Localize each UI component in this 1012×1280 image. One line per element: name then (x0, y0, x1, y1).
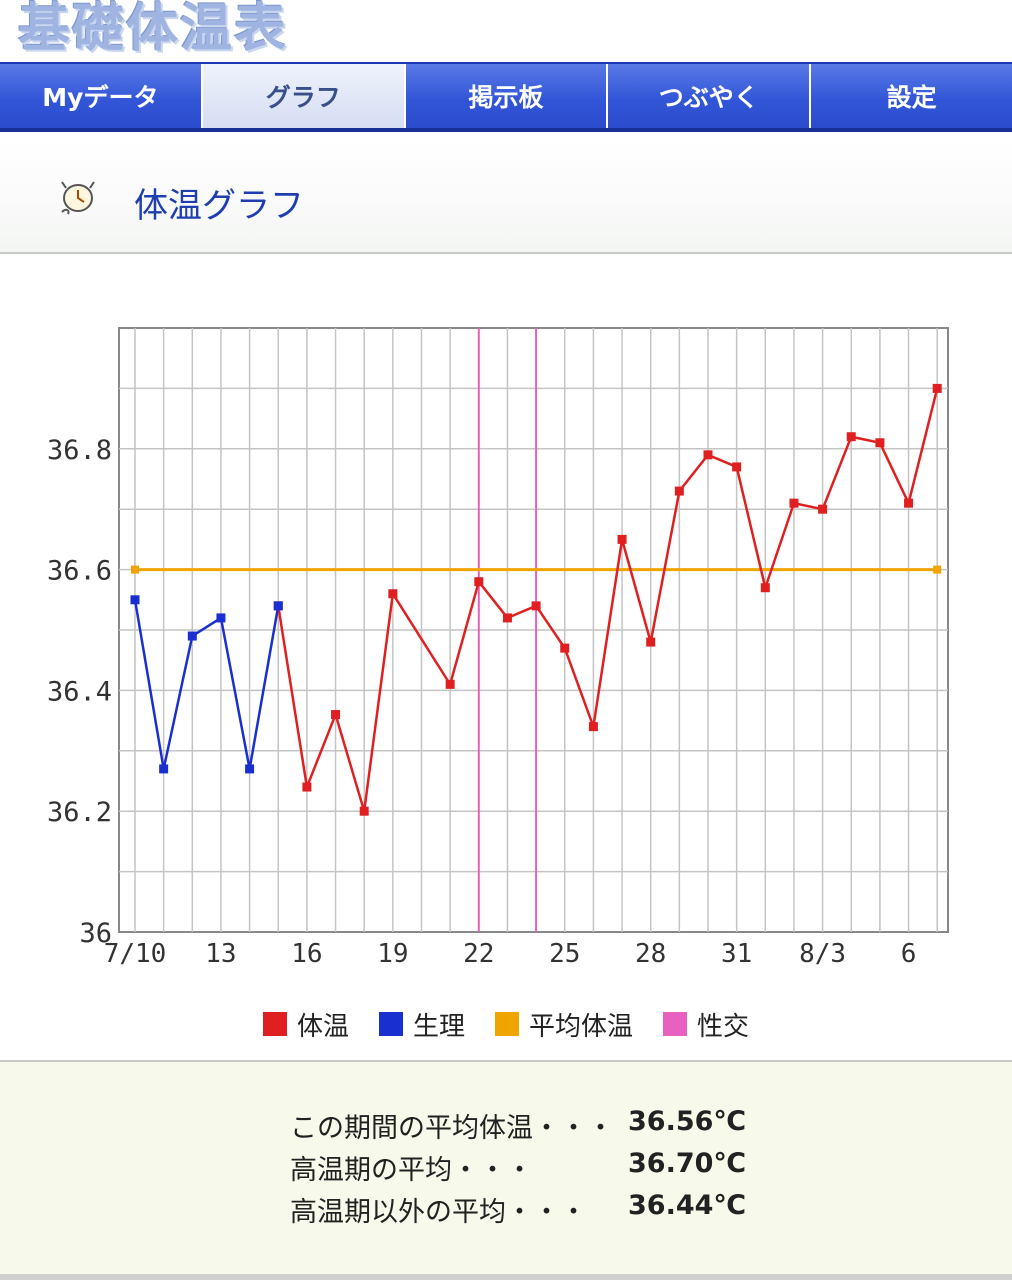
legend-label-menstruation: 生理 (412, 1011, 465, 1042)
legend-swatch-intercourse (663, 1012, 688, 1036)
y-tick-label: 36.8 (47, 435, 112, 466)
y-tick-label: 36.4 (47, 676, 112, 707)
temperature-point (818, 504, 828, 514)
temperature-point (474, 577, 484, 587)
temperature-point (617, 534, 627, 544)
legend-item-intercourse: 性交 (663, 1006, 749, 1043)
legend-swatch-average (495, 1012, 519, 1036)
temperature-point (359, 806, 369, 816)
temperature-point (331, 710, 341, 720)
temperature-point (703, 450, 713, 460)
x-tick-label: 22 (463, 939, 494, 969)
temperature-point (646, 637, 656, 647)
section-header: 体温グラフ (0, 140, 1012, 254)
summary-label: 高温期以外の平均・・・ (290, 1197, 587, 1228)
menstruation-point (159, 764, 169, 774)
menstruation-point (273, 601, 283, 611)
summary-label: 高温期の平均・・・ (290, 1155, 533, 1186)
chart-area: 36 36.2 36.4 36.6 36.8 7/10 13 16 19 22 25 28 31 8/3 6… (0, 256, 1012, 1060)
tab-board[interactable]: 掲示板 (405, 64, 609, 128)
x-tick-label: 13 (205, 939, 236, 969)
menstruation-point (187, 631, 197, 641)
summary-label: この期間の平均体温・・・ (290, 1113, 614, 1144)
y-tick-label: 36.6 (47, 556, 112, 587)
temperature-point (388, 589, 398, 599)
legend-item-menstruation: 生理 (378, 1006, 465, 1043)
legend-swatch-temperature (262, 1012, 287, 1036)
average-point (933, 565, 942, 574)
temperature-point (560, 643, 570, 653)
y-tick-label: 36.2 (47, 797, 112, 828)
menstruation-line (133, 599, 280, 770)
menstruation-point (130, 595, 140, 605)
legend-item-temperature: 体温 (262, 1006, 349, 1043)
temperature-point (445, 679, 455, 689)
temperature-point (904, 498, 914, 508)
temperature-chart: 36 36.2 36.4 36.6 36.8 7/10 13 16 19 22 25 28 31 8/3 6 (47, 327, 949, 969)
menstruation-point (216, 613, 226, 623)
tab-my-data[interactable]: Myデータ (0, 64, 203, 128)
average-point (131, 565, 139, 574)
tab-graph[interactable]: グラフ (202, 64, 406, 128)
temperature-point (932, 383, 942, 393)
x-tick-label: 8/3 (799, 939, 846, 969)
legend-label-temperature: 体温 (296, 1011, 349, 1042)
summary-value: 36.56℃ (628, 1106, 747, 1137)
summary-value: 36.44℃ (628, 1190, 747, 1221)
legend-label-average: 平均体温 (529, 1011, 634, 1042)
summary-value: 36.70℃ (628, 1148, 747, 1179)
temperature-point (846, 432, 856, 442)
legend-swatch-menstruation (378, 1012, 403, 1036)
temperature-point (588, 722, 598, 732)
temperature-point (302, 782, 312, 792)
tab-tweet[interactable]: つぶやく (608, 64, 812, 128)
app-title: 基礎体温表 (18, 0, 289, 59)
temperature-point (760, 583, 770, 593)
x-tick-label: 7/10 (104, 939, 167, 969)
x-tick-label: 25 (549, 939, 580, 969)
legend-label-intercourse: 性交 (697, 1011, 750, 1042)
legend-item-average: 平均体温 (495, 1006, 633, 1043)
bottom-divider (0, 1274, 1012, 1280)
temperature-point (531, 601, 541, 611)
tab-bar: Myデータ グラフ 掲示板 つぶやく 設定 (0, 62, 1012, 132)
summary-panel: この期間の平均体温・・・ 36.56℃ 高温期の平均・・・ 36.70℃ 高温期… (0, 1060, 1012, 1280)
tab-settings[interactable]: 設定 (811, 64, 1012, 128)
x-tick-label: 31 (721, 939, 752, 969)
temperature-point (502, 613, 512, 623)
y-tick-label: 36 (79, 918, 112, 949)
temperature-point (674, 486, 684, 496)
clock-icon (61, 181, 95, 215)
x-tick-label: 19 (377, 939, 408, 969)
app-header: 基礎体温表 (0, 0, 1012, 62)
x-tick-label: 28 (635, 939, 666, 969)
x-tick-label: 6 (901, 939, 917, 969)
menstruation-point (245, 764, 255, 774)
temperature-point (789, 498, 799, 508)
temperature-point (732, 462, 742, 472)
temperature-point (875, 438, 885, 448)
section-title: 体温グラフ (134, 186, 304, 226)
chart-legend: 体温 生理 平均体温 性交 (0, 1004, 1012, 1044)
x-tick-label: 16 (291, 939, 322, 969)
